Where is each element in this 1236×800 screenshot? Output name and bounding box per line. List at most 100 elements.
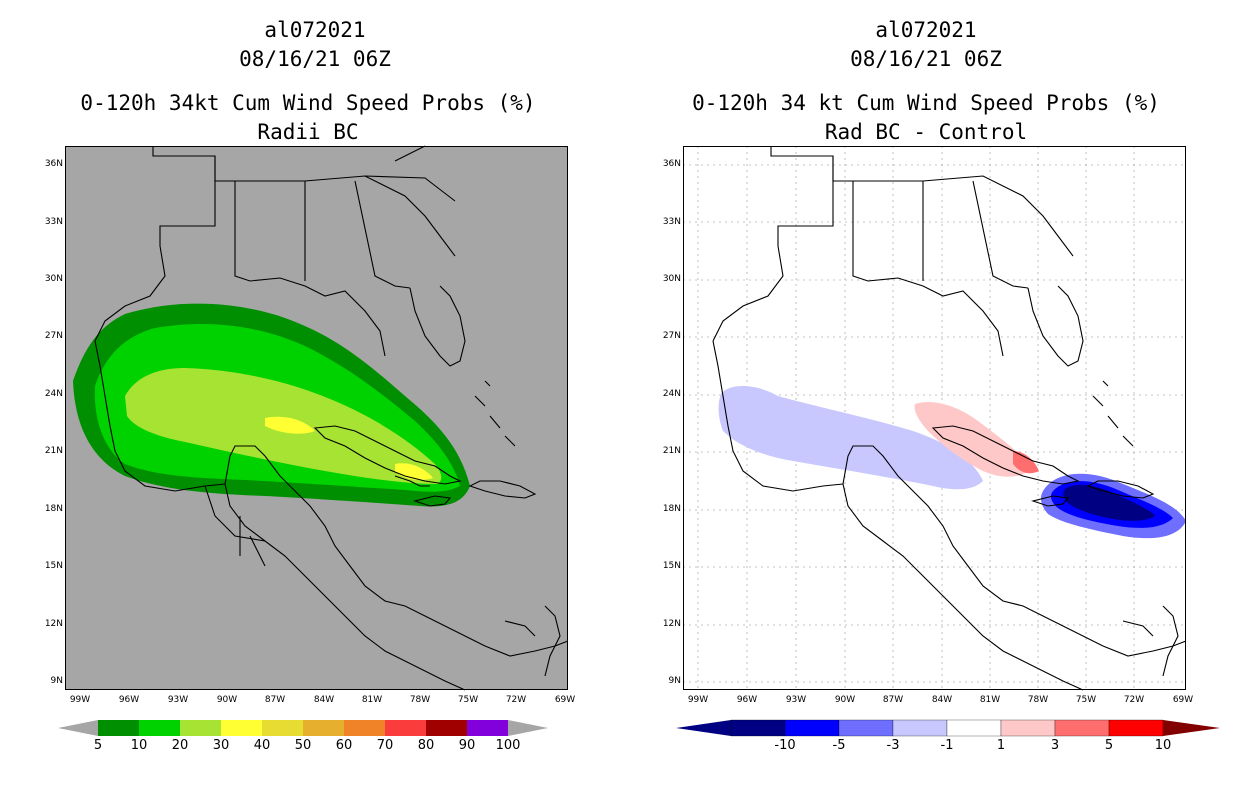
right-colorbar-high-end (1163, 720, 1220, 736)
left-lon-label: 72W (505, 695, 527, 705)
right-colorbar-label: -5 (832, 738, 846, 753)
right-lat-label: 18N (662, 504, 681, 514)
left-lat-label: 12N (44, 619, 63, 629)
right-title-line1: al072021 (875, 18, 977, 42)
left-colorbar-label: 50 (294, 738, 312, 753)
left-title-line1: al072021 (264, 18, 366, 42)
left-colorbar-swatch (221, 720, 262, 736)
left-colorbar (58, 720, 548, 736)
right-colorbar-swatch (730, 719, 786, 737)
left-colorbar-swatch (262, 720, 303, 736)
right-lat-label: 21N (662, 446, 681, 456)
right-diff-minus10-blob (1040, 473, 1186, 539)
left-coastlines (94, 145, 569, 691)
right-title-line4: Rad BC - Control (824, 120, 1028, 144)
left-colorbar-swatch (426, 720, 467, 736)
right-colorbar-swatch (1000, 719, 1056, 737)
right-lon-label: 84W (931, 695, 953, 705)
left-colorbar-swatch (303, 720, 344, 736)
left-colorbar-label: 100 (495, 738, 521, 753)
right-lon-label: 72W (1123, 695, 1145, 705)
right-colorbar-label: 1 (996, 738, 1006, 753)
right-lat-label: 33N (662, 217, 681, 227)
left-lat-label: 15N (44, 561, 63, 571)
right-colorbar-label: 10 (1154, 738, 1172, 753)
right-colorbar (676, 719, 1220, 737)
left-lat-label: 18N (44, 504, 63, 514)
left-lon-label: 78W (409, 695, 431, 705)
right-coastlines (712, 146, 1187, 691)
left-colorbar-label: 90 (458, 738, 476, 753)
right-colorbar-swatch (838, 719, 894, 737)
left-lon-label: 81W (361, 695, 383, 705)
right-lat-label: 30N (662, 274, 681, 284)
left-lon-label: 90W (216, 695, 238, 705)
right-title-line2: 08/16/21 06Z (850, 47, 1002, 71)
left-lat-label: 30N (44, 274, 63, 284)
right-colorbar-label: -10 (774, 738, 796, 753)
left-lon-label: 69W (554, 695, 576, 705)
left-colorbar-swatch (180, 720, 221, 736)
left-colorbar-label: 60 (335, 738, 353, 753)
right-lon-label: 87W (882, 695, 904, 705)
left-lat-label: 9N (50, 676, 63, 686)
right-lat-label: 27N (662, 331, 681, 341)
left-lon-label: 99W (69, 695, 91, 705)
left-colorbar-swatch (139, 720, 180, 736)
left-lon-label: 87W (264, 695, 286, 705)
right-colorbar-low-end (676, 720, 731, 736)
right-colorbar-swatch (1108, 719, 1164, 737)
left-title-line4: Radii BC (257, 120, 359, 144)
left-lat-label: 36N (44, 159, 63, 169)
left-prob-30-band (265, 416, 433, 480)
left-colorbar-swatch (467, 720, 508, 736)
left-lon-label: 84W (313, 695, 335, 705)
left-colorbar-swatch (98, 720, 139, 736)
right-diff-minus1-band (718, 386, 983, 490)
left-lon-label: 96W (118, 695, 140, 705)
right-lon-label: 69W (1172, 695, 1194, 705)
right-diff-plus1-band (914, 401, 1033, 477)
right-lat-label: 12N (662, 619, 681, 629)
right-title-line3: 0-120h 34 kt Cum Wind Speed Probs (%) (692, 91, 1160, 115)
left-lat-label: 24N (44, 389, 63, 399)
right-diff-plus3-band (1013, 451, 1039, 474)
left-colorbar-label: 10 (130, 738, 148, 753)
left-colorbar-swatch (385, 720, 426, 736)
right-lon-label: 75W (1075, 695, 1097, 705)
right-colorbar-label: -1 (940, 738, 954, 753)
right-lon-label: 90W (834, 695, 856, 705)
left-title-line2: 08/16/21 06Z (239, 47, 391, 71)
left-lon-label: 75W (457, 695, 479, 705)
right-lat-label: 9N (668, 676, 681, 686)
right-lon-label: 96W (736, 695, 758, 705)
right-lat-label: 24N (662, 389, 681, 399)
right-map-frame (683, 146, 1186, 690)
right-map (683, 146, 1187, 691)
right-colorbar-swatch (892, 719, 948, 737)
right-colorbar-label: 3 (1050, 738, 1060, 753)
right-lon-label: 81W (979, 695, 1001, 705)
left-lat-label: 33N (44, 217, 63, 227)
right-colorbar-swatch (946, 719, 1002, 737)
right-colorbar-swatch (784, 719, 840, 737)
left-colorbar-low-end (58, 720, 98, 736)
left-colorbar-label: 30 (212, 738, 230, 753)
right-lon-label: 99W (687, 695, 709, 705)
left-lat-label: 27N (44, 331, 63, 341)
left-colorbar-swatch (344, 720, 385, 736)
left-colorbar-label: 5 (93, 738, 103, 753)
left-lat-label: 21N (44, 446, 63, 456)
right-lon-label: 78W (1027, 695, 1049, 705)
left-map-frame (65, 146, 568, 690)
left-title-line3: 0-120h 34kt Cum Wind Speed Probs (%) (80, 91, 536, 115)
right-lon-label: 93W (785, 695, 807, 705)
left-colorbar-label: 80 (417, 738, 435, 753)
left-colorbar-label: 40 (253, 738, 271, 753)
left-colorbar-label: 20 (171, 738, 189, 753)
left-colorbar-label: 70 (376, 738, 394, 753)
right-lat-label: 36N (662, 159, 681, 169)
left-lon-label: 93W (167, 695, 189, 705)
right-colorbar-label: -3 (886, 738, 900, 753)
left-map (65, 145, 569, 691)
